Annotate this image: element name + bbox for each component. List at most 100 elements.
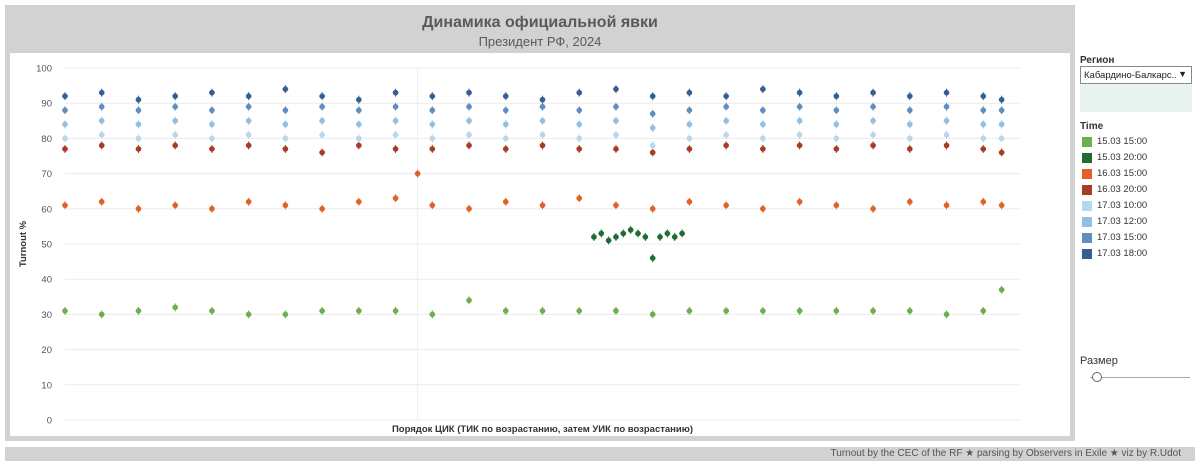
data-point: [62, 107, 68, 114]
data-point: [466, 117, 472, 124]
data-point: [620, 230, 627, 237]
data-point: [135, 96, 142, 103]
data-point: [649, 311, 656, 318]
data-point: [429, 311, 436, 318]
data-point: [466, 132, 472, 138]
data-point: [796, 89, 803, 96]
data-point: [627, 227, 634, 233]
data-point: [649, 124, 656, 131]
data-point: [980, 121, 987, 128]
data-point: [796, 103, 803, 110]
data-point: [613, 86, 619, 92]
data-point: [649, 205, 656, 212]
size-slider-label: Размер: [1080, 355, 1118, 367]
data-point: [62, 308, 68, 314]
data-point: [605, 237, 612, 244]
data-point: [613, 202, 619, 209]
data-point: [172, 304, 179, 311]
data-point: [282, 107, 289, 114]
y-tick-label: 30: [41, 310, 52, 321]
data-point: [502, 93, 509, 100]
data-point: [245, 198, 252, 205]
plot-panel[interactable]: 0 10 20 30 40 50 60 70 80 90 100 Turnout % Порядок Ц…: [10, 53, 1070, 436]
scatter-chart[interactable]: 0 10 20 30 40 50 60 70 80 90 100 Turnout % Порядок Ц…: [10, 53, 1070, 436]
region-filter-label: Регион: [1080, 55, 1115, 66]
legend-swatch: [1082, 153, 1092, 163]
data-point: [723, 308, 730, 314]
data-point: [833, 146, 840, 152]
data-point: [209, 135, 215, 142]
data-point: [576, 121, 583, 128]
data-point: [649, 255, 656, 261]
data-point: [135, 308, 142, 314]
data-point: [466, 297, 472, 304]
data-point: [980, 135, 987, 142]
data-point: [723, 117, 730, 124]
data-point: [870, 103, 876, 110]
data-point: [539, 142, 546, 149]
data-point: [686, 107, 693, 114]
data-point: [760, 121, 766, 128]
data-point: [355, 308, 362, 314]
data-point: [943, 132, 950, 138]
data-point: [98, 89, 105, 96]
data-point: [245, 311, 252, 318]
data-point: [172, 202, 179, 209]
data-point: [906, 198, 913, 205]
legend-label: 17.03 10:00: [1097, 200, 1148, 211]
data-point: [833, 121, 840, 128]
legend-swatch: [1082, 185, 1092, 195]
data-point: [906, 146, 913, 152]
data-point: [429, 135, 436, 142]
data-point: [539, 202, 546, 209]
data-point: [135, 121, 142, 128]
data-point: [98, 117, 105, 124]
data-point: [245, 117, 252, 124]
data-point: [172, 132, 179, 138]
size-slider-track[interactable]: [1090, 377, 1190, 378]
data-point: [539, 96, 546, 103]
data-point: [686, 135, 693, 142]
dashboard-container: Динамика официальной явки Президент РФ, …: [5, 5, 1075, 441]
size-slider-thumb[interactable]: [1092, 372, 1102, 382]
legend-label: 15.03 15:00: [1097, 136, 1148, 147]
data-point: [319, 103, 325, 110]
y-tick-label: 70: [41, 169, 52, 180]
chart-title: Динамика официальной явки: [422, 14, 658, 31]
data-point: [980, 146, 987, 152]
legend-swatch: [1082, 217, 1092, 227]
data-point: [906, 93, 913, 100]
data-point: [172, 103, 179, 110]
data-point: [392, 308, 399, 314]
data-point: [392, 89, 399, 96]
chart-subtitle: Президент РФ, 2024: [478, 34, 602, 49]
data-point: [502, 146, 509, 152]
data-point: [245, 103, 252, 110]
region-dropdown[interactable]: Кабардино-Балкарс... ▼: [1080, 66, 1192, 84]
data-point: [649, 149, 656, 156]
data-point: [998, 135, 1005, 142]
data-point: [796, 198, 803, 205]
data-point: [209, 205, 215, 212]
data-point: [833, 107, 840, 114]
data-point: [760, 86, 766, 92]
data-point: [539, 308, 546, 314]
data-point: [392, 146, 399, 152]
data-point: [414, 170, 421, 177]
data-point: [135, 107, 142, 114]
legend-swatch: [1082, 233, 1092, 243]
chevron-down-icon[interactable]: ▼: [1178, 69, 1187, 79]
data-point: [591, 234, 597, 240]
data-point: [943, 202, 950, 209]
data-point: [539, 103, 546, 110]
data-point: [576, 146, 583, 152]
y-tick-label: 10: [41, 380, 52, 391]
data-point: [760, 135, 766, 142]
data-point: [319, 308, 325, 314]
data-point: [870, 117, 876, 124]
data-point: [319, 93, 325, 100]
y-tick-label: 20: [41, 345, 52, 356]
data-point: [392, 195, 399, 202]
legend-swatch: [1082, 169, 1092, 179]
credits-text: Turnout by the CEC of the RF ★ parsing b…: [830, 448, 1181, 459]
